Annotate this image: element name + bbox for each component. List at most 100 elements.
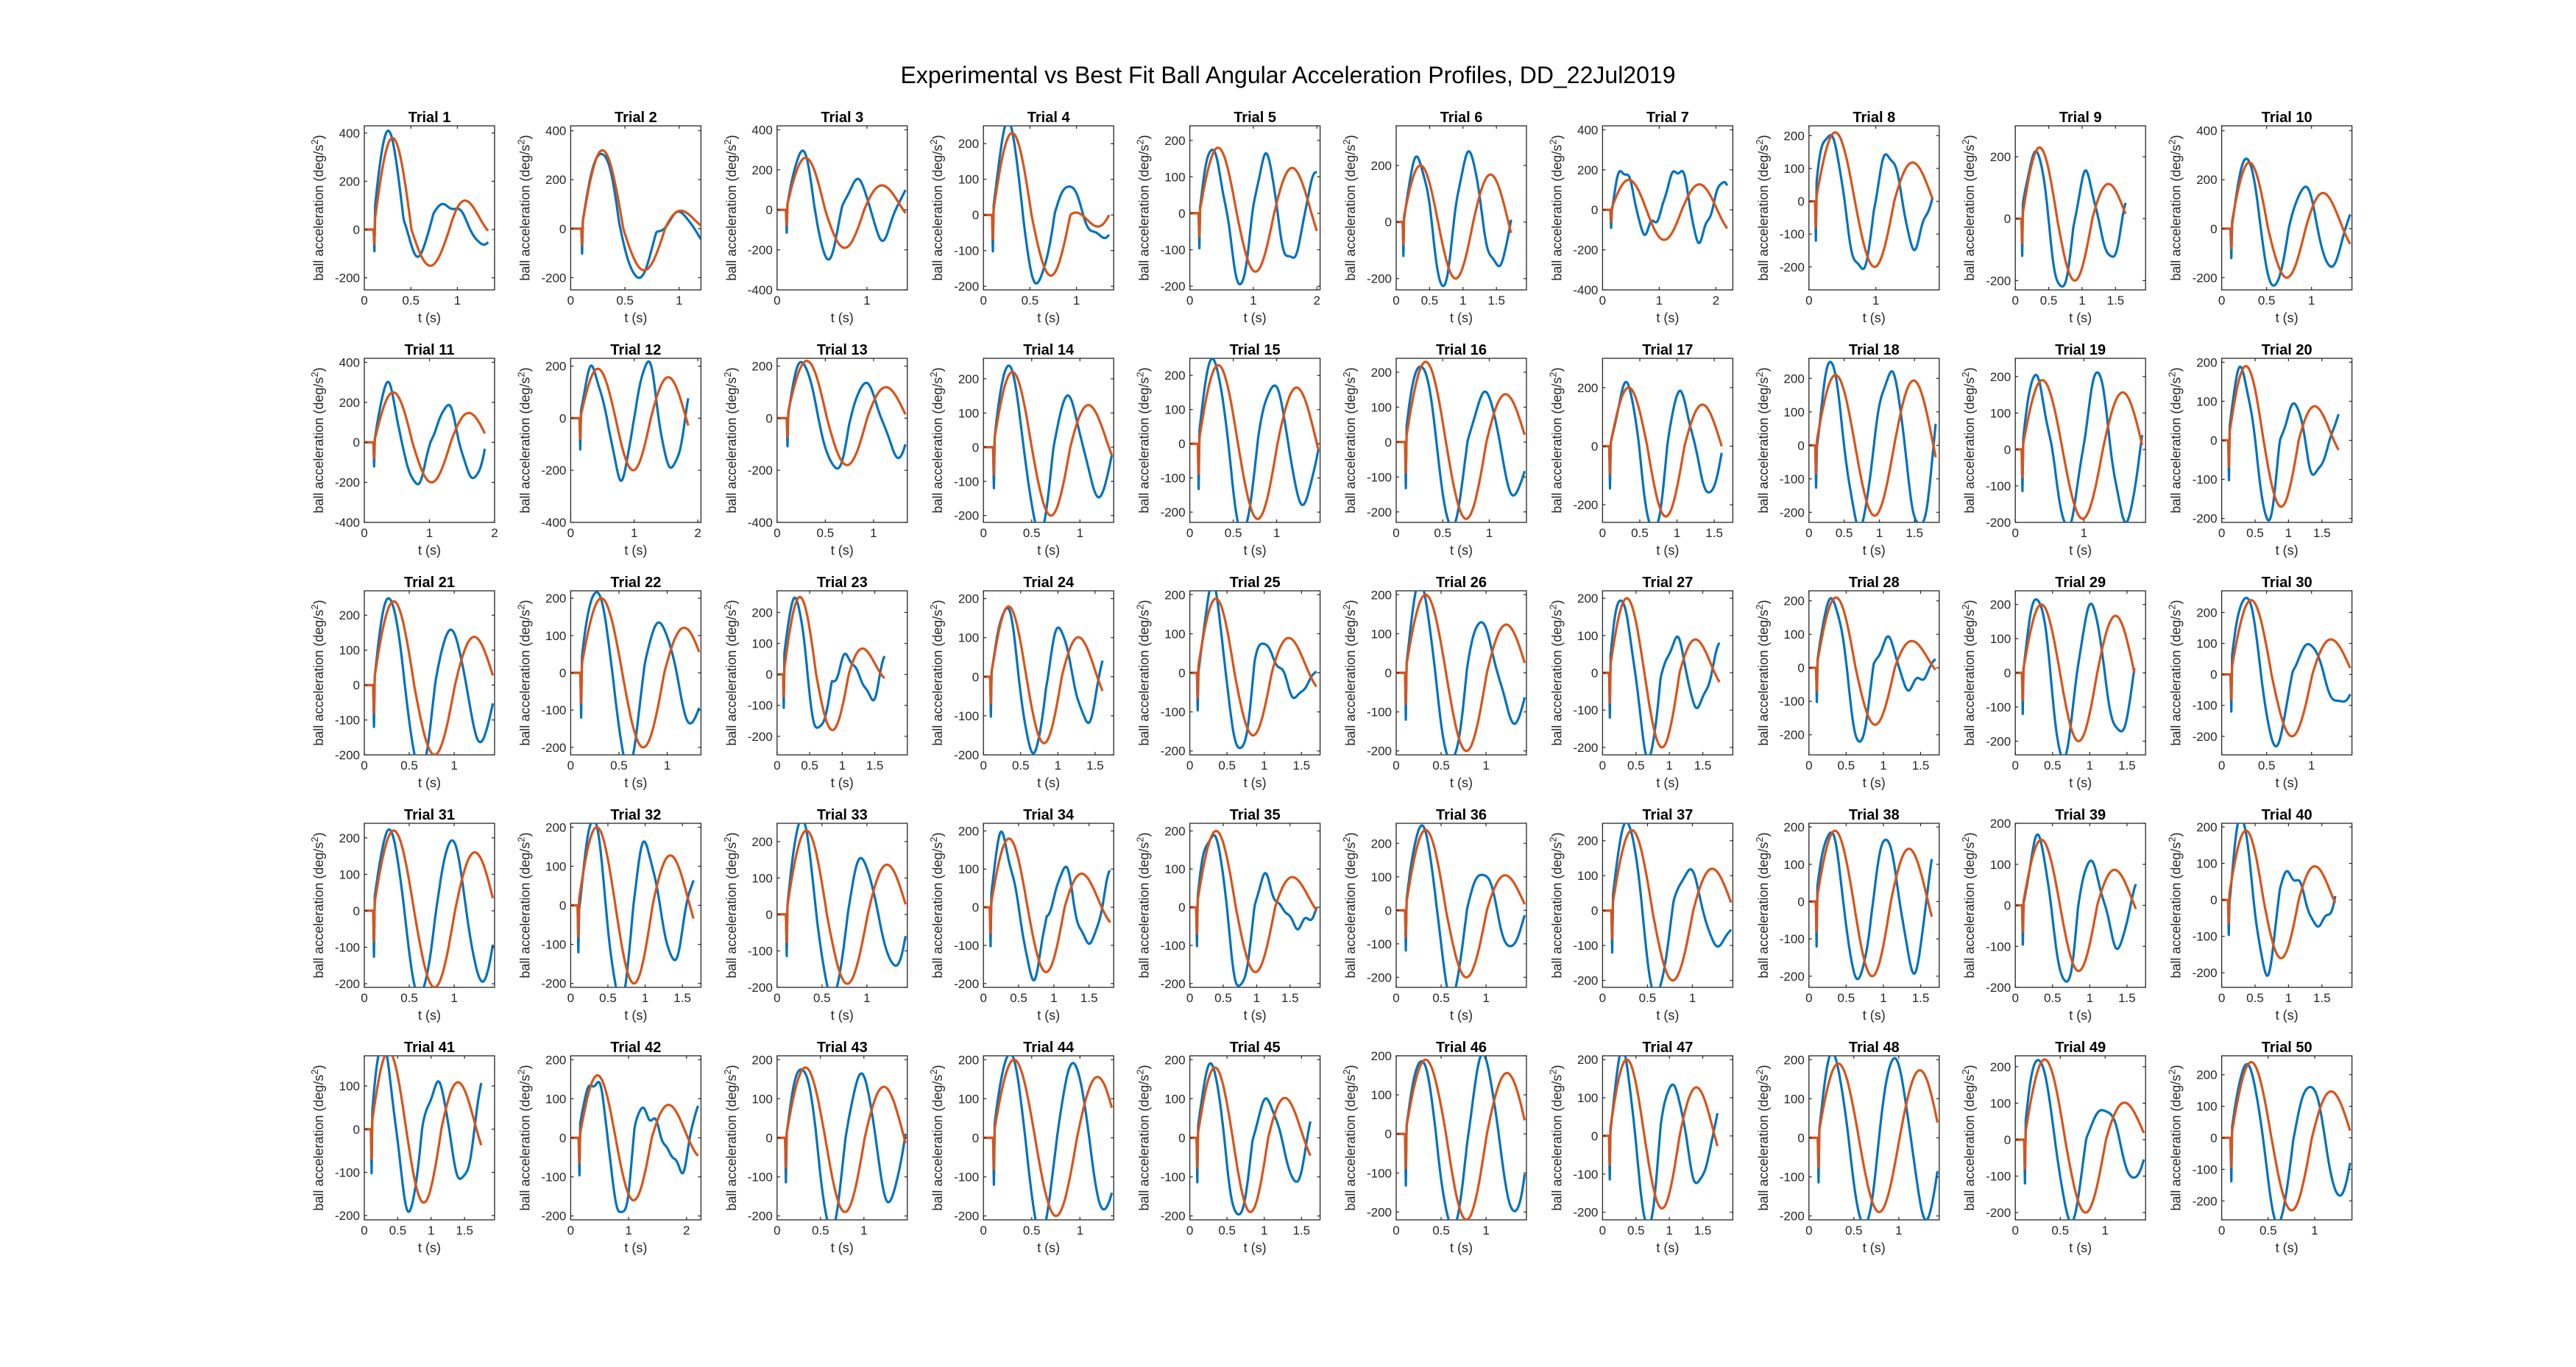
y-tick-label: 100: [1990, 406, 2011, 420]
series-best-fit-line: [776, 1066, 907, 1213]
axes-box: [570, 1055, 702, 1221]
y-axis-label: ball acceleration (deg/s2): [1341, 1065, 1358, 1210]
y-axis-label-close: ): [1343, 832, 1358, 837]
y-axis-label-text: ball acceleration (deg/s: [1756, 842, 1771, 979]
subplot-title: Trial 17: [1642, 342, 1693, 358]
x-tick-label: 0.5: [1225, 526, 1242, 540]
y-axis-label-close: ): [1962, 832, 1977, 837]
series-best-fit-line: [1808, 596, 1937, 726]
y-axis-label: ball acceleration (deg/s2): [2167, 367, 2184, 513]
y-tick-label: 0: [1797, 895, 1804, 909]
series-best-fit-line: [1189, 829, 1318, 973]
x-tick-label: 1: [860, 1224, 867, 1238]
y-axis-label: ball acceleration (deg/s2): [928, 367, 945, 513]
x-axis-label: t (s): [1450, 1240, 1473, 1255]
subplot: 0 1 2 -400 -200 0 200 400 Trial 11 t (s) ball acce…: [309, 342, 498, 558]
y-axis-label-text: ball acceleration (deg/s: [1962, 1075, 1977, 1211]
subplot-title: Trial 19: [2055, 342, 2106, 358]
plot-lines: [1602, 597, 1721, 755]
y-tick-label: 200: [1371, 837, 1392, 851]
axes-box: [776, 590, 908, 756]
y-axis-label-text: ball acceleration (deg/s: [1137, 145, 1152, 281]
y-tick-label: -200: [541, 271, 566, 285]
series-best-fit-line: [776, 829, 907, 985]
y-tick-label: -100: [954, 709, 979, 723]
y-axis-label-text: ball acceleration (deg/s: [1549, 842, 1564, 979]
x-axis-label: t (s): [2069, 310, 2092, 325]
y-axis-label-sup: 2: [1960, 372, 1971, 377]
y-axis-label-sup: 2: [1341, 139, 1352, 144]
x-tick-label: 0: [1805, 294, 1812, 308]
y-axis-label: ball acceleration (deg/s2): [1135, 600, 1152, 745]
y-axis-label-close: ): [517, 1065, 532, 1069]
y-axis-label: ball acceleration (deg/s2): [1960, 600, 1977, 745]
series-experimental-line: [2015, 833, 2137, 983]
y-tick-label: 100: [958, 631, 979, 645]
y-tick-label: 100: [958, 406, 979, 420]
series-best-fit-line: [1602, 597, 1721, 749]
x-axis-label: t (s): [624, 1008, 647, 1023]
y-tick-label: 200: [1164, 824, 1185, 838]
y-axis-label: ball acceleration (deg/s2): [1754, 1065, 1771, 1210]
y-tick-label: -200: [1986, 274, 2011, 288]
y-axis-label-sup: 2: [1754, 604, 1765, 609]
y-tick-label: -200: [541, 1210, 566, 1224]
plot-lines: [2221, 823, 2337, 977]
subplot-title: Trial 5: [1234, 110, 1276, 126]
y-axis-label-close: ): [724, 1065, 739, 1069]
y-tick-label: -200: [1573, 498, 1598, 512]
y-tick-label: 0: [2210, 1132, 2217, 1146]
x-tick-label: 0.5: [2246, 526, 2264, 540]
y-tick-label: 200: [751, 360, 772, 374]
subplot: 0 0.5 1 1.5 -200 -100 0 100 200 Trial 47 t (s) ball…: [1547, 1040, 1734, 1255]
x-tick-label: 1: [1073, 294, 1080, 308]
y-axis-label: ball acceleration (deg/s2): [1135, 1065, 1152, 1210]
y-axis-label-close: ): [311, 600, 326, 604]
y-axis-label-close: ): [2169, 135, 2184, 139]
x-tick-label: 1.5: [1086, 759, 1104, 773]
y-axis-label-close: ): [1549, 832, 1564, 837]
y-tick-label: -100: [1161, 1171, 1186, 1185]
series-experimental-line: [1396, 591, 1526, 755]
y-axis-label-close: ): [1756, 1065, 1771, 1069]
subplot-title: Trial 21: [404, 575, 455, 591]
series-best-fit-line: [1189, 363, 1320, 520]
y-tick-label: -200: [1161, 745, 1186, 759]
y-axis-label-sup: 2: [309, 1069, 320, 1074]
x-tick-label: 0: [567, 526, 574, 540]
y-tick-label: 200: [958, 372, 979, 386]
x-tick-label: 1: [1482, 1224, 1489, 1238]
x-tick-label: 1.5: [1292, 1224, 1310, 1238]
y-tick-label: 0: [2004, 212, 2011, 226]
x-tick-label: 1: [664, 759, 670, 773]
plot-lines: [2015, 1058, 2145, 1220]
series-experimental-line: [2221, 597, 2352, 748]
series-best-fit-line: [364, 829, 495, 987]
series-experimental-line: [983, 126, 1111, 285]
series-experimental-line: [776, 149, 907, 261]
subplot: 0 0.5 1 1.5 -200 -100 0 100 200 Trial 24 t (s) ball…: [928, 575, 1114, 790]
y-tick-label: 100: [751, 1092, 772, 1106]
y-tick-label: 100: [1371, 400, 1392, 414]
x-tick-label: 0: [2011, 526, 2018, 540]
series-experimental-line: [364, 828, 495, 987]
y-axis-label: ball acceleration (deg/s2): [1960, 832, 1977, 978]
y-axis-label: ball acceleration (deg/s2): [722, 600, 739, 745]
y-axis-label-text: ball acceleration (deg/s: [311, 145, 326, 281]
y-axis-label-text: ball acceleration (deg/s: [1756, 1075, 1771, 1211]
y-tick-label: 100: [751, 871, 772, 885]
subplot: 0 0.5 1 1.5 -200 -100 0 100 200 Trial 34 t (s) ball…: [928, 807, 1114, 1023]
y-tick-label: -100: [2193, 473, 2218, 487]
x-tick-label: 1: [863, 294, 870, 308]
y-axis-label-sup: 2: [1341, 1069, 1352, 1074]
x-tick-label: 0: [1186, 294, 1193, 308]
series-experimental-line: [1808, 134, 1934, 271]
series-best-fit-line: [570, 597, 701, 749]
x-axis-label: t (s): [831, 1008, 854, 1023]
x-tick-label: 0: [2218, 526, 2225, 540]
y-axis-label-close: ): [311, 1065, 326, 1069]
y-tick-label: 100: [1371, 870, 1392, 884]
